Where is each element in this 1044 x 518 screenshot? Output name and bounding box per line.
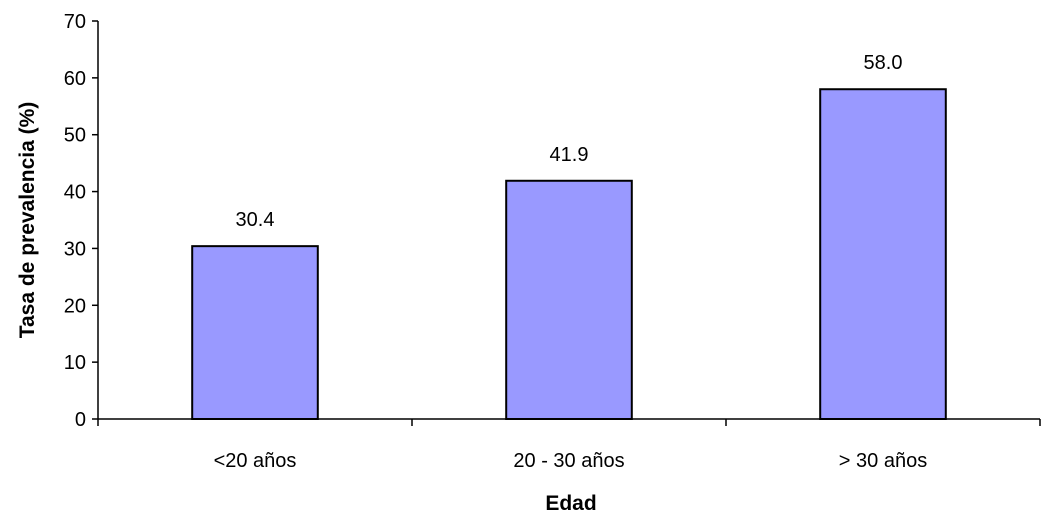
bar-value-label: 41.9 (550, 144, 589, 166)
x-axis-title: Edad (545, 492, 596, 515)
x-category-label: <20 años (214, 450, 297, 472)
bar (191, 245, 319, 420)
bar (505, 179, 633, 420)
y-axis-title: Tasa de prevalencia (%) (16, 102, 39, 339)
category-labels: <20 años 20 - 30 años > 30 años (214, 450, 928, 472)
x-axis-ticks (97, 419, 1041, 426)
y-tick-label: 20 (64, 295, 86, 317)
data-labels: 30.4 41.9 58.0 (236, 52, 903, 231)
bar-value-label: 30.4 (236, 209, 275, 231)
y-tick-label: 40 (64, 182, 86, 204)
y-axis-ticks: 0 10 20 30 40 50 60 70 (64, 11, 98, 431)
y-tick-label: 10 (64, 352, 86, 374)
x-category-label: > 30 años (839, 450, 927, 472)
x-category-label: 20 - 30 años (513, 450, 624, 472)
y-tick-label: 70 (64, 11, 86, 33)
bar-value-label: 58.0 (864, 52, 903, 74)
y-tick-label: 30 (64, 238, 86, 260)
bars (191, 88, 947, 420)
y-tick-label: 50 (64, 125, 86, 147)
y-tick-label: 60 (64, 68, 86, 90)
y-tick-label: 0 (75, 409, 86, 431)
bar (819, 88, 947, 420)
